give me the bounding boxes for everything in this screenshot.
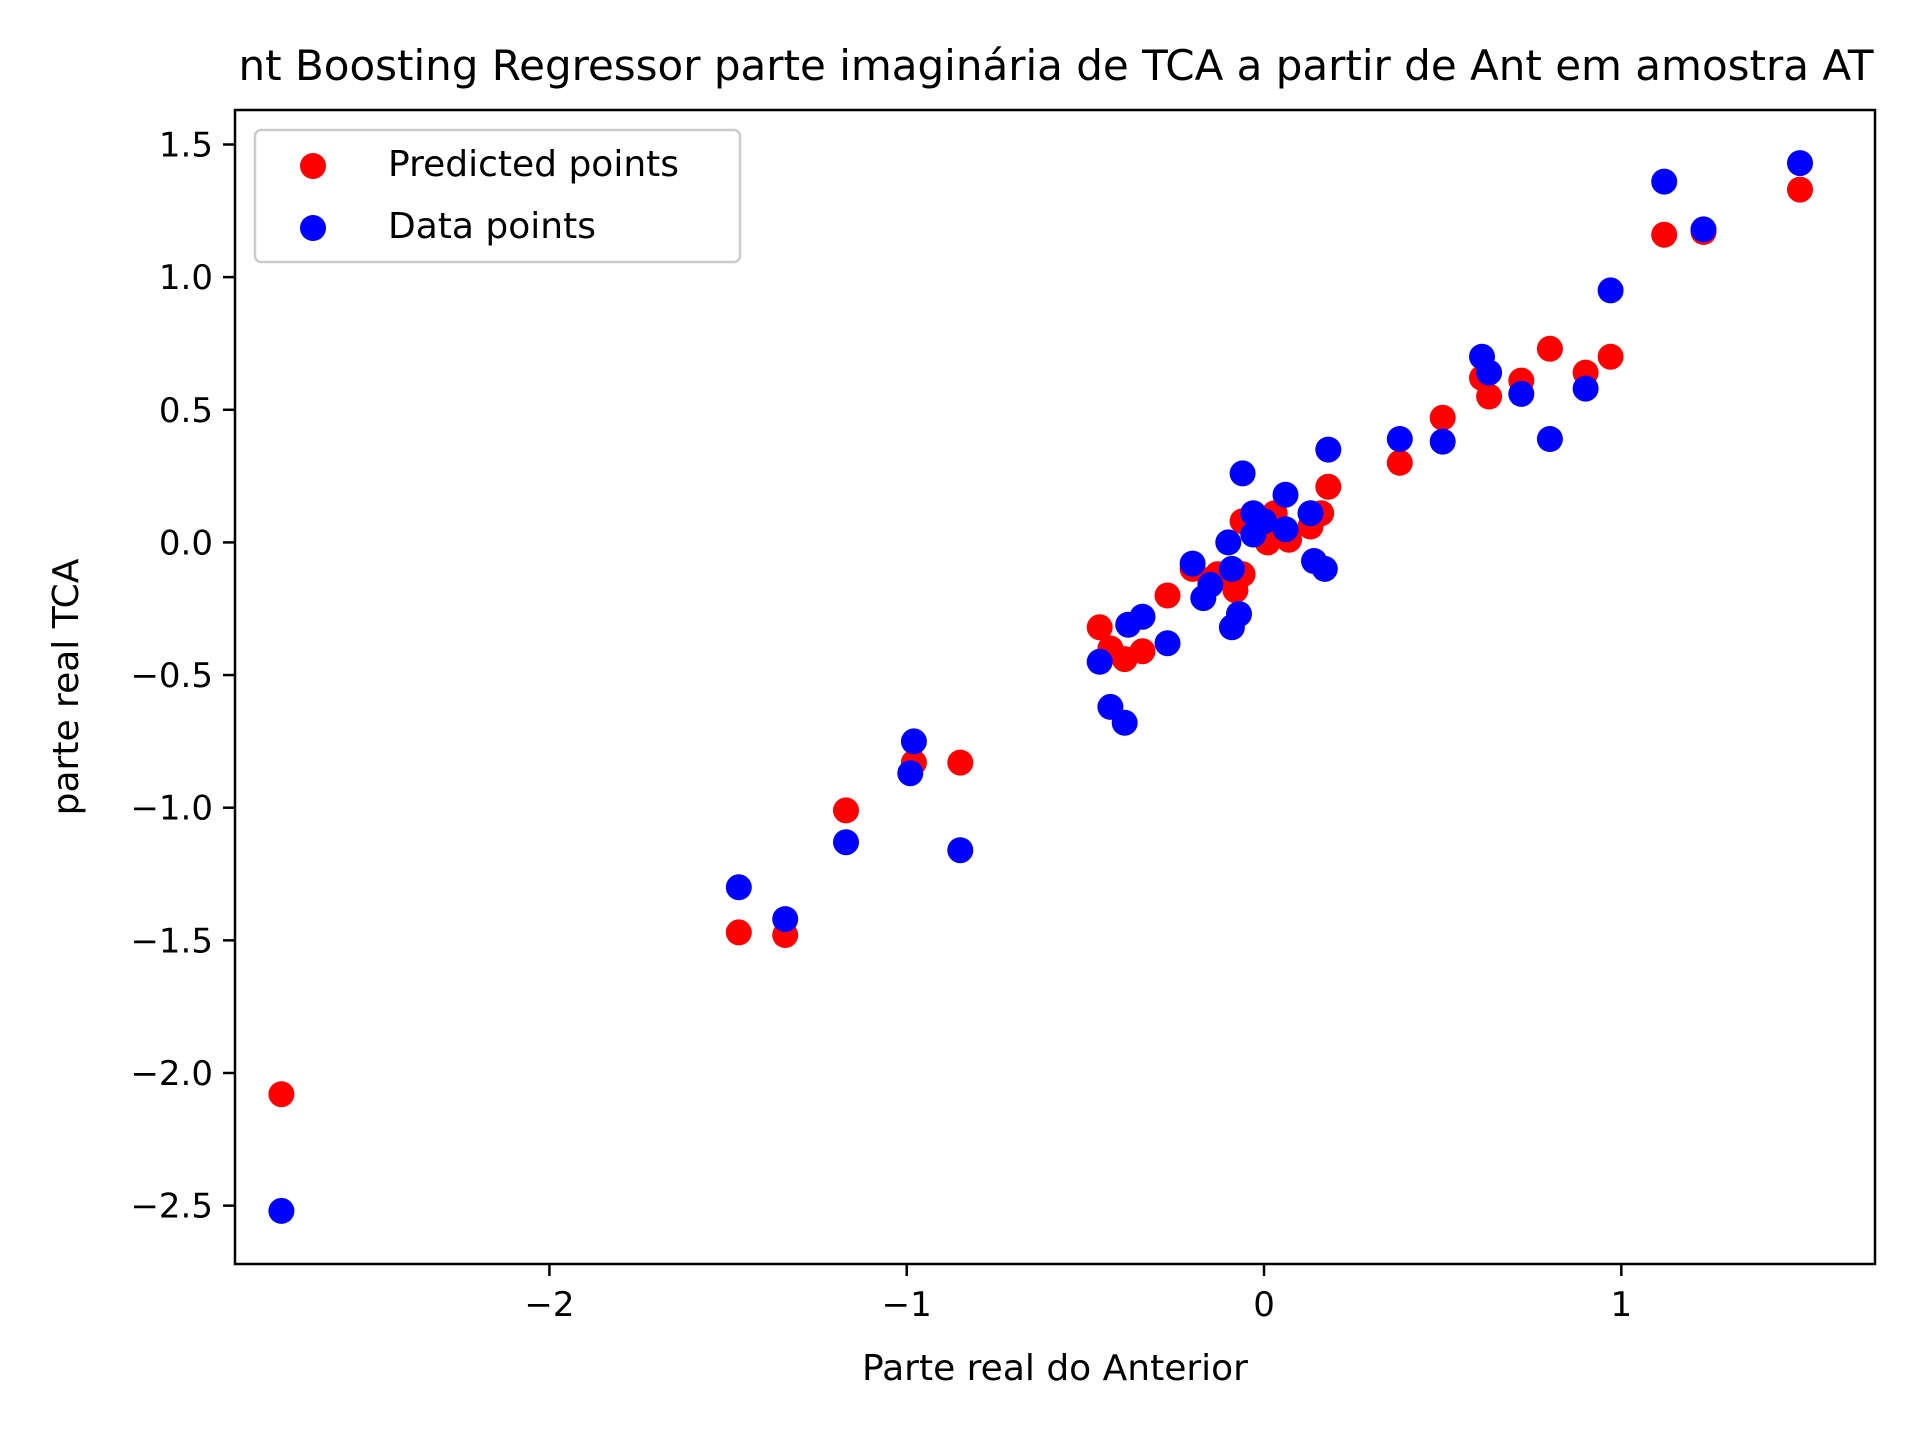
data-points-marker [1111, 709, 1138, 736]
predicted-points-marker [1476, 383, 1503, 410]
x-tick-label: −1 [882, 1285, 932, 1325]
points-layer [268, 150, 1813, 1224]
predicted-points-marker [833, 797, 859, 824]
chart-title: nt Boosting Regressor parte imaginária d… [239, 41, 1874, 90]
legend-frame [253, 128, 742, 264]
predicted-points-marker [725, 919, 752, 946]
y-tick-label: 1.0 [159, 258, 213, 298]
predicted-points-marker [947, 749, 974, 776]
y-tick-label: 1.5 [159, 125, 213, 165]
legend-label-predicted: Predicted points [388, 144, 679, 185]
data-points-marker [1179, 550, 1206, 577]
data-points-marker [1297, 500, 1324, 527]
data-points-marker [1226, 601, 1252, 627]
data-points-marker [1429, 428, 1456, 455]
predicted-points-marker [1086, 614, 1113, 641]
predicted-points-marker [1597, 343, 1624, 370]
data-points-marker [1272, 516, 1299, 543]
predicted-points-marker [268, 1081, 295, 1108]
data-points-marker [1597, 277, 1624, 304]
data-points-marker [1129, 603, 1156, 630]
data-points-marker [1315, 436, 1342, 463]
data-points-marker [1476, 359, 1503, 386]
data-points-marker [1572, 375, 1599, 402]
data-points-marker [1086, 648, 1113, 675]
data-points-marker [1197, 571, 1224, 598]
data-points-marker [268, 1197, 295, 1224]
data-points-marker [1154, 630, 1181, 657]
y-tick-label: −1.0 [130, 789, 213, 829]
legend-label-data: Data points [388, 206, 596, 247]
data-points-marker [1787, 150, 1813, 177]
x-tick-label: 0 [1253, 1285, 1275, 1325]
x-axis: −2 −1 0 1 [524, 1264, 1632, 1325]
predicted-points-marker [1154, 582, 1181, 609]
legend-marker-data [300, 215, 326, 241]
predicted-points-marker [1787, 176, 1813, 203]
predicted-points-marker [1386, 449, 1413, 476]
predicted-points-marker [1315, 473, 1342, 500]
data-points-marker [947, 837, 974, 864]
y-tick-label: 0.0 [159, 523, 213, 563]
x-tick-label: 1 [1610, 1285, 1632, 1325]
data-points-marker [1386, 426, 1413, 452]
predicted-points-marker [1129, 638, 1156, 665]
data-points-marker [1272, 481, 1299, 508]
data-points-marker [1508, 380, 1535, 407]
data-points-marker [1536, 426, 1563, 452]
data-points-marker [1690, 216, 1717, 243]
data-points-marker [1218, 555, 1245, 582]
data-points-marker [900, 728, 927, 755]
y-tick-label: −1.5 [130, 921, 213, 961]
x-axis-label: Parte real do Anterior [862, 1348, 1248, 1389]
data-points-marker [1229, 460, 1256, 487]
data-points-marker [1311, 555, 1338, 582]
legend: Predicted points Data points [253, 128, 742, 264]
y-tick-label: −2.0 [130, 1054, 213, 1094]
predicted-points-marker [1651, 221, 1678, 248]
data-points-marker [833, 829, 859, 856]
data-points-marker [1215, 529, 1242, 556]
predicted-points-marker [1536, 335, 1563, 362]
y-tick-label: −2.5 [130, 1187, 213, 1227]
y-tick-label: −0.5 [130, 656, 213, 696]
data-points-marker [772, 906, 799, 933]
plot-frame [233, 108, 1877, 1266]
x-tick-label: −2 [524, 1285, 574, 1325]
legend-marker-predicted [300, 153, 326, 179]
predicted-points-marker [1429, 404, 1456, 431]
data-points-marker [725, 874, 752, 901]
data-points-marker [1251, 508, 1277, 535]
data-points-marker [1651, 168, 1678, 195]
y-axis: 1.5 1.0 0.5 0.0 −0.5 −1.0 −1.5 −2.0 −2.5 [130, 125, 235, 1227]
data-points-marker [897, 760, 924, 787]
y-axis-label: parte real TCA [46, 558, 87, 815]
y-tick-label: 0.5 [159, 391, 213, 431]
